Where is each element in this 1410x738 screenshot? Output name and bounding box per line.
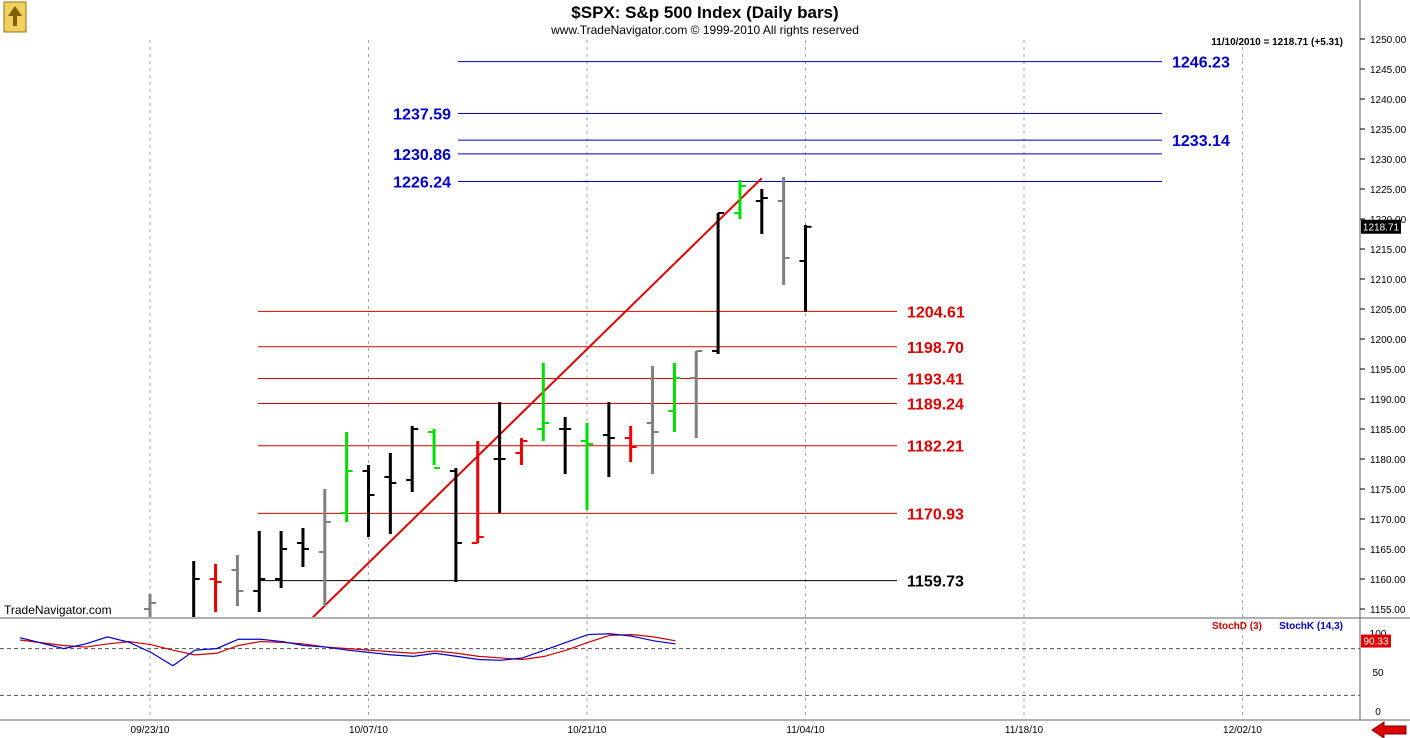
level-label: 1237.59 — [393, 106, 451, 123]
level-label: 1198.70 — [907, 340, 964, 357]
chart-title: $SPX: S&p 500 Index (Daily bars) — [571, 3, 838, 22]
ohlc-bar — [581, 423, 593, 510]
x-tick-label: 11/04/10 — [786, 725, 825, 736]
ohlc-bar — [777, 177, 790, 285]
price-bars — [144, 177, 812, 617]
stoch-last-value-marker: 90.33 — [1361, 634, 1391, 648]
ohlc-bar — [755, 189, 768, 234]
y-tick-label: 1165.00 — [1370, 545, 1406, 556]
last-price-label: 1218.71 — [1363, 223, 1400, 234]
y-tick-label: 1205.00 — [1370, 305, 1407, 316]
ohlc-bar — [712, 212, 725, 354]
ohlc-bar — [384, 453, 397, 534]
ohlc-bar — [799, 225, 812, 312]
level-label: 1233.14 — [1172, 133, 1230, 150]
stoch-d-line — [19, 633, 676, 661]
stoch-d-legend: StochD (3) — [1212, 621, 1262, 632]
ohlc-bar — [144, 594, 156, 617]
ohlc-bar — [690, 350, 703, 438]
scroll-left-arrow-icon[interactable] — [1371, 721, 1407, 738]
stoch-k-line — [19, 633, 676, 667]
ohlc-bar — [340, 432, 353, 522]
y-tick-label: 1175.00 — [1370, 485, 1406, 496]
tradenavigator-logo-icon — [3, 1, 27, 33]
y-tick-label: 1225.00 — [1370, 185, 1407, 196]
trendline — [311, 177, 763, 617]
stoch-k-legend: StochK (14,3) — [1279, 621, 1343, 632]
level-label: 1159.73 — [907, 574, 964, 591]
level-label: 1193.41 — [907, 372, 964, 389]
level-lines: 1246.23 1237.59 1233.14 1230.86 1226.24 1204.… — [258, 55, 1230, 591]
ohlc-bar — [668, 363, 681, 432]
ohlc-bar — [318, 489, 331, 606]
y-tick-label: 1215.00 — [1370, 245, 1407, 256]
trendline-layer — [311, 177, 763, 617]
ohlc-bar — [192, 561, 200, 617]
stoch-y-tick-label: 100 — [1370, 629, 1387, 640]
y-tick-label: 1190.00 — [1370, 395, 1406, 406]
price-panel-bg — [0, 0, 1360, 618]
ohlc-bar — [493, 402, 506, 513]
last-price-marker: 1218.71 — [1361, 219, 1401, 234]
ohlc-bar — [624, 426, 637, 462]
ohlc-bar — [296, 528, 309, 567]
y-tick-label: 1155.00 — [1370, 605, 1406, 616]
ohlc-bar — [428, 429, 441, 469]
y-tick-label: 1170.00 — [1370, 515, 1406, 526]
level-label: 1246.23 — [1172, 55, 1230, 72]
y-tick-label: 1240.00 — [1370, 95, 1407, 106]
last-bar-info: 11/10/2010 = 1218.71 (+5.31) — [1211, 37, 1343, 48]
y-tick-label: 1250.00 — [1370, 35, 1407, 46]
copyright-text: www.TradeNavigator.com © 1999-2010 All r… — [550, 23, 859, 37]
stochastic-panel — [19, 633, 676, 667]
y-tick-label: 1245.00 — [1370, 65, 1407, 76]
x-tick-label: 11/18/10 — [1005, 725, 1044, 736]
y-tick-label: 1200.00 — [1370, 335, 1407, 346]
level-label: 1170.93 — [907, 506, 964, 523]
x-tick-label: 10/21/10 — [568, 725, 607, 736]
x-tick-label: 10/07/10 — [349, 725, 388, 736]
stoch-last-value: 90.33 — [1363, 637, 1388, 648]
y-tick-label: 1185.00 — [1370, 425, 1406, 436]
ohlc-bar — [449, 468, 462, 582]
ohlc-bar — [515, 438, 528, 465]
ohlc-bar — [253, 531, 266, 612]
watermark-text: TradeNavigator.com — [4, 603, 112, 617]
price-y-axis: 1155.00 1160.00 1165.00 1170.00 1175.00 1180.… — [1360, 35, 1407, 718]
ohlc-bar — [275, 531, 288, 588]
y-tick-label: 1235.00 — [1370, 125, 1407, 136]
stoch-y-tick-label: 0 — [1375, 707, 1381, 718]
ohlc-bar — [559, 417, 572, 474]
ohlc-bar — [537, 363, 550, 441]
level-label: 1189.24 — [907, 397, 964, 414]
y-tick-label: 1180.00 — [1370, 455, 1406, 466]
ohlc-bar — [602, 402, 615, 477]
x-tick-label: 09/23/10 — [131, 725, 170, 736]
ohlc-bar — [231, 555, 244, 606]
ohlc-bar — [362, 465, 375, 537]
level-label: 1204.61 — [907, 304, 965, 321]
stoch-y-tick-label: 50 — [1372, 668, 1384, 679]
grid — [0, 40, 1360, 720]
ohlc-bar — [209, 564, 222, 612]
ohlc-bar — [646, 366, 659, 474]
level-label: 1226.24 — [393, 175, 451, 192]
x-tick-label: 12/02/10 — [1223, 725, 1262, 736]
y-tick-label: 1160.00 — [1370, 575, 1406, 586]
ohlc-bar — [406, 426, 419, 492]
y-tick-label: 1230.00 — [1370, 155, 1407, 166]
y-tick-label: 1195.00 — [1370, 365, 1406, 376]
level-label: 1182.21 — [907, 439, 964, 456]
ohlc-bar — [733, 180, 746, 219]
ohlc-bar — [471, 441, 484, 544]
level-label: 1230.86 — [393, 147, 451, 164]
y-tick-label: 1210.00 — [1370, 275, 1407, 286]
date-x-axis: 09/23/10 10/07/10 10/21/10 11/04/10 11/18/10… — [131, 725, 1263, 736]
